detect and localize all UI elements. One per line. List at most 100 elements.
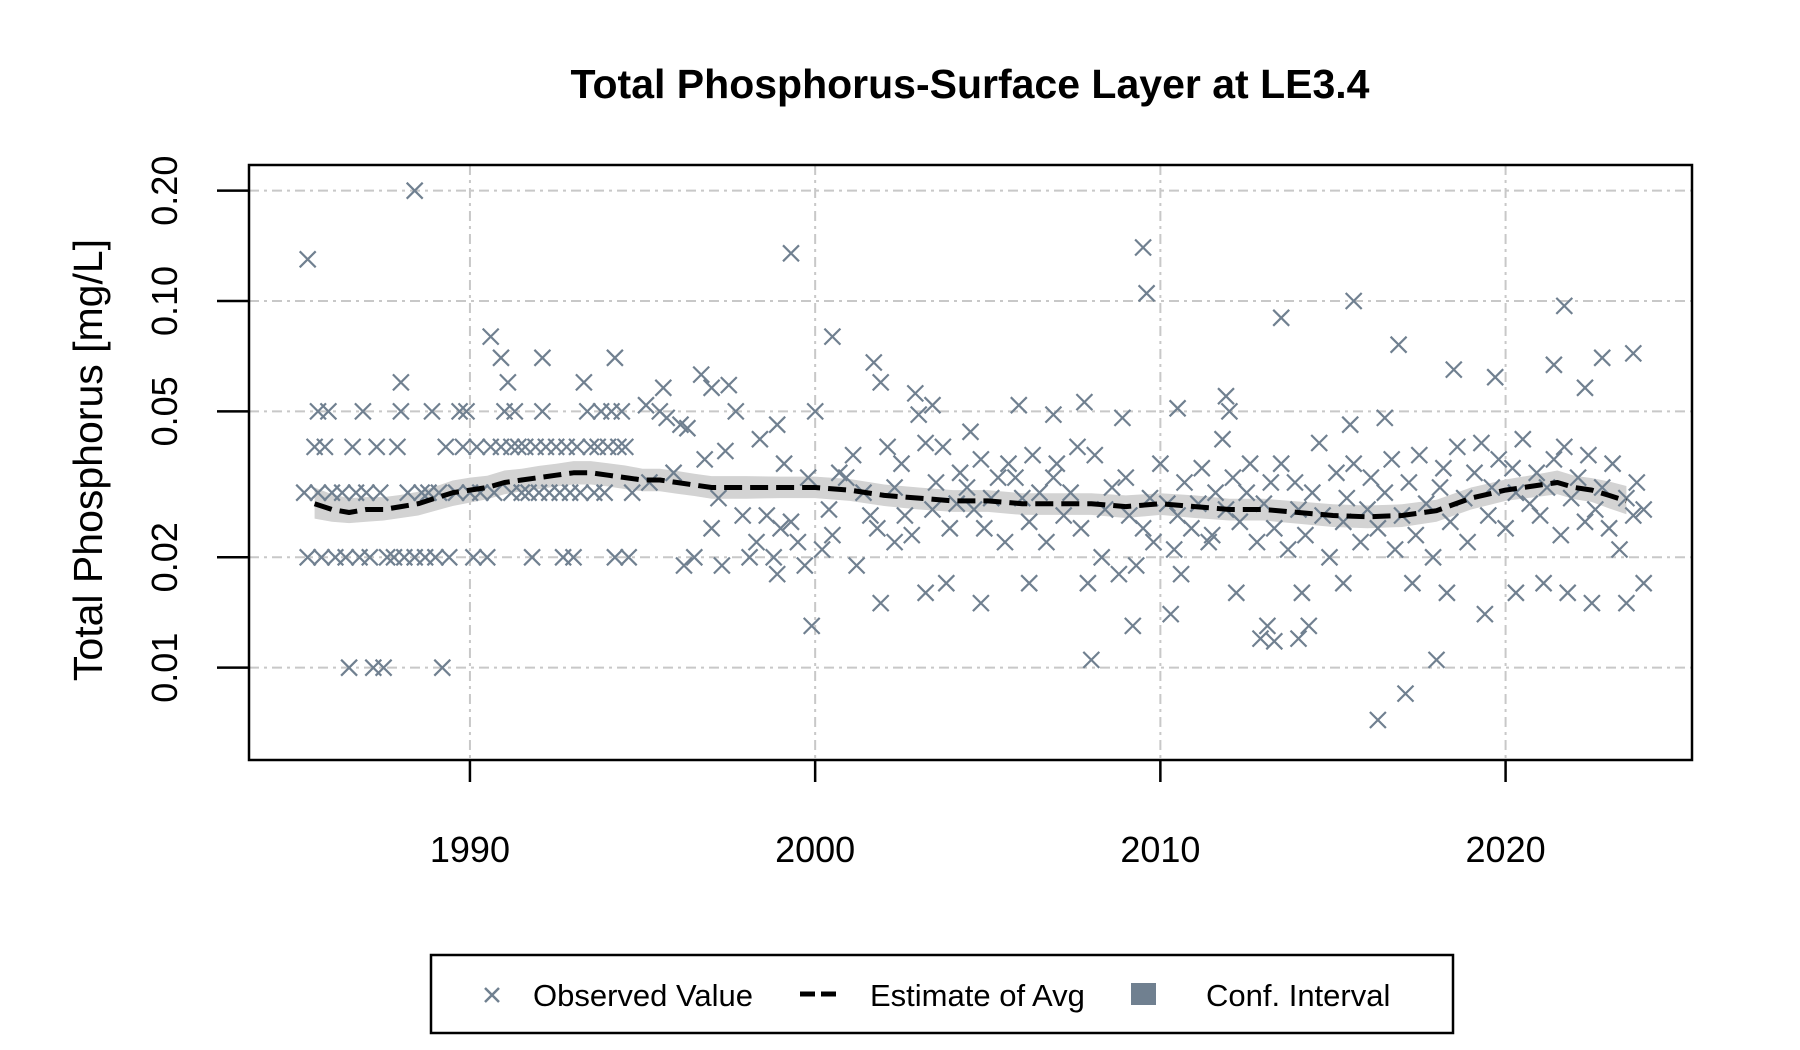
observed-point: [1479, 506, 1498, 525]
observed-point: [1289, 629, 1308, 648]
observed-point: [941, 519, 959, 538]
observed-point: [768, 415, 786, 434]
observed-point: [1172, 565, 1190, 583]
observed-point: [1545, 356, 1563, 374]
observed-point: [813, 540, 831, 559]
observed-point: [796, 556, 814, 575]
observed-point: [1579, 446, 1598, 464]
observed-point: [1224, 468, 1242, 487]
observed-point: [1531, 506, 1549, 525]
observed-point: [909, 405, 928, 424]
observed-point: [1403, 574, 1422, 592]
observed-point: [1079, 574, 1097, 592]
observed-point: [478, 548, 496, 567]
observed-point: [374, 658, 393, 677]
observed-point: [392, 373, 410, 392]
observed-point: [1489, 450, 1508, 469]
observed-point: [1445, 360, 1463, 379]
observed-point: [934, 438, 952, 456]
observed-point: [1396, 684, 1415, 703]
observed-point: [1458, 533, 1477, 551]
observed-point: [1262, 473, 1280, 492]
y-tick-label: 0.10: [144, 266, 185, 336]
observed-point: [664, 464, 683, 482]
observed-point: [1427, 651, 1446, 669]
observed-point: [1075, 393, 1094, 411]
observed-point: [1382, 450, 1401, 469]
x-tick-label: 2010: [1120, 829, 1200, 870]
observed-point: [371, 483, 389, 502]
observed-point: [937, 574, 956, 592]
observed-point: [343, 438, 362, 456]
observed-point: [892, 454, 911, 473]
observed-point: [1300, 617, 1318, 635]
observed-point: [1424, 548, 1442, 567]
observed-point: [1389, 335, 1408, 354]
observed-point: [1407, 526, 1425, 544]
observed-point: [1265, 519, 1284, 538]
observed-point: [623, 483, 641, 502]
observed-point: [1113, 409, 1132, 427]
observed-point: [923, 396, 942, 414]
observed-point: [764, 548, 783, 567]
observed-point: [1279, 540, 1297, 559]
observed-point: [1603, 454, 1622, 473]
observed-point: [1006, 468, 1025, 487]
observed-point: [820, 500, 838, 519]
legend-observed-label: Observed Value: [533, 978, 753, 1013]
observed-point: [340, 658, 358, 677]
observed-point: [775, 454, 793, 473]
observed-point: [1527, 464, 1546, 482]
observed-point: [333, 483, 351, 502]
observed-point: [1092, 548, 1111, 567]
y-tick-label: 0.01: [144, 633, 185, 703]
legend-observed-marker: [484, 987, 500, 1003]
observed-point: [523, 548, 541, 567]
observed-point: [412, 483, 431, 502]
x-tick-label: 2020: [1466, 829, 1546, 870]
observed-point: [499, 373, 517, 392]
observed-point: [1576, 513, 1594, 531]
observed-point: [1165, 540, 1183, 559]
estimate-line-layer: [313, 470, 1628, 520]
observed-point: [927, 473, 945, 492]
observed-point: [298, 548, 317, 567]
observed-point: [1555, 297, 1574, 315]
observed-point: [1227, 584, 1246, 602]
observed-point: [1576, 379, 1594, 397]
observed-point: [868, 519, 887, 538]
observed-point: [1061, 483, 1080, 502]
observed-point: [426, 548, 445, 567]
observed-point: [609, 438, 628, 456]
observed-point: [989, 468, 1007, 487]
observed-point: [1545, 450, 1563, 469]
confidence-band: [314, 461, 1627, 529]
observed-point: [751, 430, 769, 448]
observed-point: [1248, 533, 1266, 551]
observed-point: [533, 349, 552, 367]
observed-point: [802, 617, 821, 635]
observed-point: [1386, 540, 1404, 559]
observed-point: [1369, 519, 1387, 538]
observed-point: [309, 483, 327, 502]
observed-point: [1583, 594, 1601, 612]
observed-point: [1558, 584, 1577, 602]
observed-point: [713, 556, 731, 575]
observed-point: [844, 446, 862, 464]
x-axis: 1990 2000 2010 2020: [430, 760, 1546, 870]
observed-point: [947, 494, 966, 513]
observed-point: [361, 548, 379, 567]
observed-point: [509, 438, 528, 456]
observed-point: [354, 402, 372, 421]
observed-point: [578, 402, 597, 421]
observed-point: [336, 548, 355, 567]
observed-point: [606, 349, 624, 367]
observed-point: [575, 373, 593, 392]
observed-point: [457, 402, 476, 421]
chart-title: Total Phosphorus-Surface Layer at LE3.4: [571, 61, 1370, 107]
observed-point: [1303, 483, 1322, 502]
observed-point: [823, 526, 842, 544]
observed-points-layer: [295, 181, 1653, 729]
observed-point: [1137, 284, 1156, 303]
observed-point: [1161, 605, 1180, 623]
